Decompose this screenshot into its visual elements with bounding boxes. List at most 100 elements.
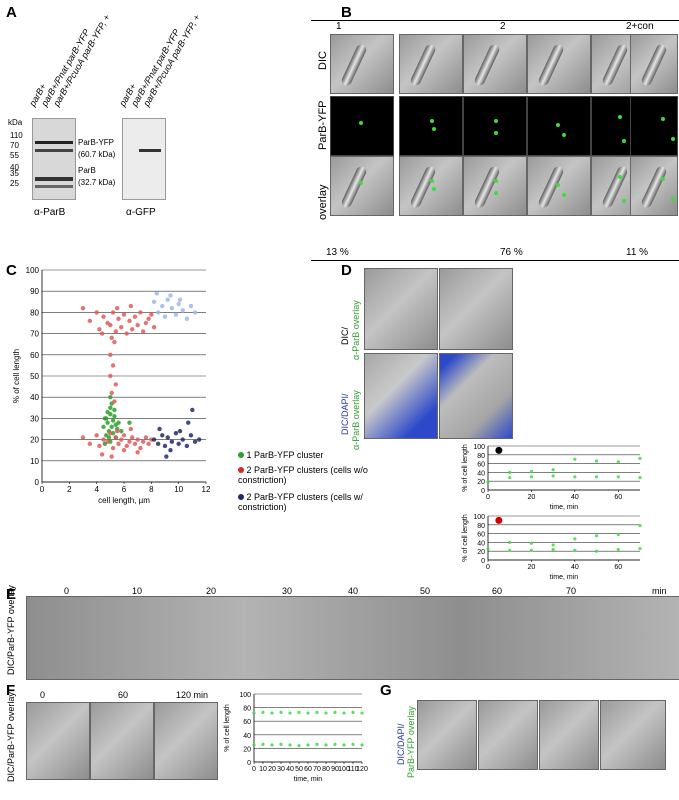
- f-image-120: [154, 702, 218, 780]
- x-tick-label: 2: [67, 485, 72, 494]
- legend-label-1: 1 ParB-YFP cluster: [246, 450, 324, 460]
- y-tick-label: 100: [26, 266, 40, 275]
- data-point: [97, 443, 102, 449]
- x-tick-label: 0: [40, 485, 45, 494]
- data-point: [168, 293, 173, 298]
- data-point: [143, 320, 149, 326]
- b-image-r0-c0: [330, 34, 394, 94]
- b-image-r0-c1: [399, 34, 463, 94]
- x-tick-label: 60: [614, 564, 622, 571]
- panel-label-e: E: [6, 586, 17, 603]
- parb-yfp-focus: [562, 133, 566, 137]
- panel-label-c: C: [6, 262, 17, 279]
- e-unit-label: min: [652, 586, 667, 596]
- data-point: [192, 310, 198, 315]
- data-point: [121, 448, 127, 453]
- data-point: [138, 445, 143, 451]
- data-point: [360, 743, 364, 747]
- data-point: [108, 405, 113, 410]
- x-tick-label: 40: [571, 494, 579, 501]
- data-point: [551, 543, 555, 547]
- data-point: [252, 743, 256, 747]
- data-point: [315, 710, 319, 714]
- marker-55: 55: [10, 151, 19, 160]
- data-point: [109, 390, 114, 396]
- cell-pole-marker: [495, 516, 503, 524]
- data-point: [128, 303, 134, 309]
- data-point: [486, 547, 490, 551]
- data-point: [127, 318, 132, 324]
- d-row-label-2a: DIC/DAPI/: [340, 393, 350, 435]
- data-point: [138, 310, 143, 315]
- x-tick-label: 100: [338, 766, 350, 773]
- parb-yfp-focus: [661, 117, 665, 121]
- d-image-dic-2: [439, 268, 513, 350]
- b-image-r2-c1: [399, 156, 463, 216]
- y-tick-label: 40: [243, 733, 251, 740]
- data-point: [188, 433, 194, 438]
- bacterial-cell: [340, 42, 368, 88]
- y-tick-label: 80: [243, 706, 251, 713]
- x-tick-label: 50: [295, 766, 303, 773]
- data-point: [351, 742, 355, 746]
- data-point: [112, 399, 117, 404]
- x-tick-label: 20: [268, 766, 276, 773]
- percent-2: 76 %: [500, 247, 523, 258]
- x-tick-label: 20: [528, 564, 536, 571]
- y-axis-label: % of cell length: [462, 444, 469, 492]
- e-time-70: 70: [566, 586, 577, 596]
- data-point: [127, 439, 132, 444]
- data-point: [594, 549, 599, 553]
- data-point: [127, 420, 132, 425]
- data-point: [135, 322, 140, 328]
- x-tick-label: 4: [94, 485, 99, 494]
- legend-item-1: 1 ParB-YFP cluster: [238, 450, 358, 460]
- data-point: [143, 435, 149, 440]
- d-row-label-1b: α-ParB overlay: [351, 300, 361, 360]
- d-row-label-2b: α-ParB overlay: [351, 390, 361, 450]
- data-point: [101, 424, 106, 430]
- data-point: [128, 426, 134, 432]
- data-point: [508, 548, 512, 552]
- data-point: [154, 291, 159, 296]
- data-point: [306, 711, 310, 715]
- y-tick-label: 60: [243, 719, 251, 726]
- data-point: [176, 301, 181, 307]
- bacterial-cell: [537, 42, 565, 88]
- b-image-r2-c3: [527, 156, 591, 216]
- data-point: [155, 441, 161, 447]
- data-point: [261, 742, 265, 746]
- data-point: [638, 476, 642, 480]
- data-point: [132, 441, 138, 447]
- x-tick-label: 12: [202, 485, 211, 494]
- x-tick-label: 40: [571, 564, 579, 571]
- e-time-20: 20: [206, 586, 217, 596]
- y-tick-label: 60: [30, 351, 39, 360]
- anti-gfp-label: α-GFP: [126, 207, 156, 218]
- bacterial-cell: [601, 42, 629, 88]
- marker-110: 110: [10, 131, 23, 140]
- x-tick-label: 120: [356, 766, 368, 773]
- parb-yfp-focus: [661, 177, 665, 181]
- data-point: [101, 314, 106, 319]
- data-point: [573, 548, 577, 552]
- data-point: [80, 305, 86, 311]
- kda-label: kDa: [8, 118, 23, 127]
- bacterial-cell: [537, 164, 565, 210]
- data-point: [146, 441, 151, 447]
- data-point: [94, 433, 99, 438]
- data-point: [104, 416, 109, 421]
- data-point: [87, 441, 93, 447]
- data-point: [297, 710, 301, 714]
- b-image-r1-c0: [330, 96, 394, 156]
- b-image-r1-c5: [630, 96, 678, 156]
- data-point: [165, 297, 170, 302]
- y-tick-label: 30: [30, 414, 39, 423]
- data-point: [105, 439, 110, 444]
- data-point: [529, 469, 534, 474]
- data-point: [121, 433, 127, 438]
- data-point: [119, 437, 124, 442]
- data-point: [99, 452, 105, 457]
- y-tick-label: 40: [477, 540, 485, 547]
- panel-label-g: G: [380, 682, 392, 699]
